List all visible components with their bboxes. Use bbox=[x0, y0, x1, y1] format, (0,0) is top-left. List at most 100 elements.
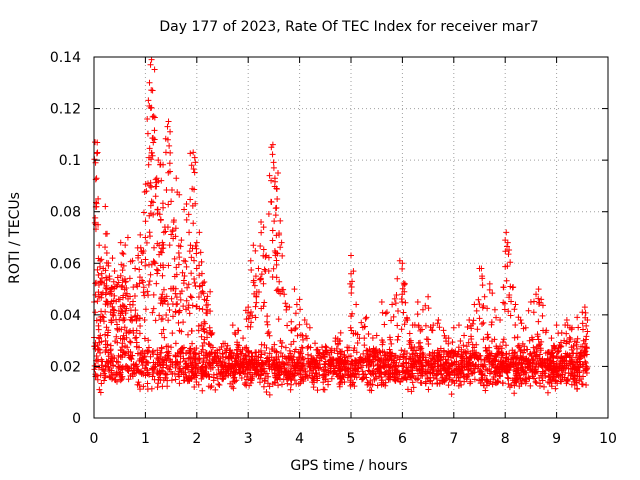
data-point bbox=[147, 233, 154, 240]
data-point bbox=[257, 243, 264, 250]
data-point bbox=[275, 316, 282, 323]
data-point bbox=[455, 322, 462, 329]
data-point bbox=[279, 252, 286, 259]
data-point bbox=[191, 154, 198, 161]
data-point bbox=[136, 330, 143, 337]
data-point bbox=[154, 384, 161, 391]
data-point bbox=[264, 321, 271, 328]
data-point bbox=[252, 349, 259, 356]
data-point bbox=[424, 375, 431, 382]
data-point bbox=[235, 344, 242, 351]
data-point bbox=[504, 239, 511, 246]
data-point bbox=[351, 383, 358, 390]
data-point bbox=[471, 376, 478, 383]
data-point bbox=[271, 341, 278, 348]
data-point bbox=[114, 326, 121, 333]
data-point bbox=[264, 330, 271, 337]
data-point bbox=[252, 273, 259, 280]
data-point bbox=[556, 360, 563, 367]
data-point bbox=[369, 334, 376, 341]
data-point bbox=[507, 259, 514, 266]
data-point bbox=[479, 376, 486, 383]
data-point bbox=[429, 364, 436, 371]
data-point bbox=[359, 368, 366, 375]
data-point bbox=[249, 371, 256, 378]
data-point bbox=[198, 322, 205, 329]
data-point bbox=[186, 348, 193, 355]
data-point bbox=[477, 380, 484, 387]
data-point bbox=[92, 371, 99, 378]
data-point bbox=[105, 327, 112, 334]
data-point bbox=[496, 369, 503, 376]
data-point bbox=[231, 329, 238, 336]
data-point bbox=[109, 255, 116, 262]
data-point bbox=[414, 376, 421, 383]
data-point bbox=[398, 326, 405, 333]
data-point bbox=[402, 299, 409, 306]
data-point bbox=[242, 379, 249, 386]
data-point bbox=[207, 288, 214, 295]
data-point bbox=[136, 382, 143, 389]
data-point bbox=[403, 367, 410, 374]
data-point bbox=[372, 354, 379, 361]
x-tick-label: 5 bbox=[347, 431, 356, 447]
y-tick-label: 0.08 bbox=[50, 205, 81, 221]
data-point bbox=[526, 351, 533, 358]
data-point bbox=[150, 305, 157, 312]
data-point bbox=[155, 178, 162, 185]
data-point bbox=[473, 361, 480, 368]
data-point bbox=[157, 248, 164, 255]
data-point bbox=[127, 258, 134, 265]
data-point bbox=[563, 338, 570, 345]
data-point bbox=[438, 361, 445, 368]
data-point bbox=[519, 376, 526, 383]
data-point bbox=[140, 383, 147, 390]
data-point bbox=[191, 355, 198, 362]
data-point bbox=[521, 368, 528, 375]
data-point bbox=[463, 372, 470, 379]
data-point bbox=[198, 290, 205, 297]
data-point bbox=[118, 374, 125, 381]
data-point bbox=[281, 353, 288, 360]
data-point bbox=[365, 367, 372, 374]
data-point bbox=[149, 309, 156, 316]
data-point bbox=[263, 370, 270, 377]
data-point bbox=[454, 370, 461, 377]
y-tick-label: 0 bbox=[72, 411, 81, 427]
data-point bbox=[503, 350, 510, 357]
data-point bbox=[171, 255, 178, 262]
data-point bbox=[97, 278, 104, 285]
data-point bbox=[337, 355, 344, 362]
data-point bbox=[243, 356, 250, 363]
data-point bbox=[247, 375, 254, 382]
data-point bbox=[531, 368, 538, 375]
data-point bbox=[112, 316, 119, 323]
data-point bbox=[179, 269, 186, 276]
data-point bbox=[201, 328, 208, 335]
data-point bbox=[224, 342, 231, 349]
data-point bbox=[398, 347, 405, 354]
data-point bbox=[168, 295, 175, 302]
data-point bbox=[123, 363, 130, 370]
data-point bbox=[318, 355, 325, 362]
data-point bbox=[349, 310, 356, 317]
data-point bbox=[278, 239, 285, 246]
data-point bbox=[279, 339, 286, 346]
data-point bbox=[278, 363, 285, 370]
data-point bbox=[493, 352, 500, 359]
data-point bbox=[535, 295, 542, 302]
data-point bbox=[169, 285, 176, 292]
data-point bbox=[495, 378, 502, 385]
data-point bbox=[173, 264, 180, 271]
data-point bbox=[512, 360, 519, 367]
data-point bbox=[180, 257, 187, 264]
data-point bbox=[123, 284, 130, 291]
data-point bbox=[94, 376, 101, 383]
data-point bbox=[484, 331, 491, 338]
data-point bbox=[132, 307, 139, 314]
data-point bbox=[144, 347, 151, 354]
data-point bbox=[498, 354, 505, 361]
data-point bbox=[145, 161, 152, 168]
data-point bbox=[292, 326, 299, 333]
data-point bbox=[330, 363, 337, 370]
